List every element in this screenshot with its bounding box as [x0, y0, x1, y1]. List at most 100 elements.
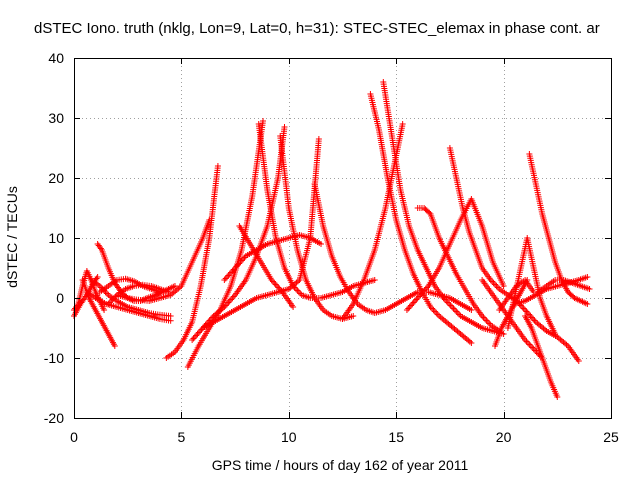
data-point [531, 317, 538, 324]
data-point [493, 283, 500, 289]
data-series-21 [380, 79, 507, 337]
data-point [171, 283, 178, 289]
data-points [71, 79, 593, 400]
data-point [426, 209, 433, 216]
data-point [450, 305, 457, 312]
y-axis-label: dSTEC / TECUs [4, 186, 20, 288]
data-point [271, 280, 278, 286]
data-point [523, 308, 530, 315]
data-point [530, 346, 537, 352]
data-series-9 [113, 217, 213, 304]
data-series-32 [496, 277, 537, 313]
x-tick-label: 25 [603, 429, 619, 445]
data-point [527, 343, 534, 349]
data-series-19 [339, 121, 406, 322]
data-point [529, 344, 536, 351]
data-point [272, 281, 279, 288]
data-point [451, 307, 458, 313]
data-series-31 [511, 274, 591, 307]
data-point [430, 307, 437, 313]
data-series-29 [526, 151, 591, 307]
data-point [434, 311, 441, 318]
data-point [530, 316, 537, 322]
data-point [228, 296, 235, 303]
data-point [240, 256, 247, 262]
data-point [94, 274, 101, 280]
data-point [214, 163, 221, 169]
data-point [295, 289, 302, 295]
x-axis-label: GPS time / hours of day 162 of year 2011 [212, 457, 469, 473]
y-tick-label: 0 [56, 290, 64, 306]
data-point [490, 280, 497, 286]
data-point [197, 328, 204, 334]
data-point [290, 304, 297, 310]
data-point [500, 283, 507, 289]
y-tick-label: -20 [44, 410, 64, 426]
data-series-3 [79, 277, 118, 349]
data-point [447, 302, 454, 309]
y-tick-label: 20 [48, 170, 64, 186]
data-point [405, 305, 412, 312]
data-point [554, 394, 561, 400]
data-point [294, 287, 301, 294]
y-tick-label: -10 [44, 350, 64, 366]
data-point [191, 334, 198, 340]
data-point [190, 335, 197, 342]
data-point [413, 296, 420, 303]
x-tick-label: 0 [70, 429, 78, 445]
data-point [167, 317, 174, 324]
data-point [526, 341, 533, 348]
data-point [406, 304, 413, 310]
data-point [586, 286, 593, 292]
data-point [111, 343, 118, 349]
data-point [522, 307, 529, 313]
data-point [193, 332, 200, 339]
data-point [524, 340, 531, 346]
data-series-28 [522, 313, 561, 400]
data-point [584, 274, 591, 280]
data-point [403, 307, 410, 313]
data-series-24 [446, 145, 582, 364]
data-point [371, 277, 378, 283]
y-tick-label: 40 [48, 50, 64, 66]
data-point [281, 124, 288, 130]
data-point [195, 329, 202, 336]
data-point [409, 301, 416, 307]
data-point [194, 331, 201, 337]
data-point [431, 308, 438, 315]
data-series-10 [163, 163, 221, 361]
data-point [260, 118, 267, 124]
data-point [468, 340, 475, 346]
x-tick-label: 20 [496, 429, 512, 445]
data-point [449, 304, 456, 310]
data-point [101, 307, 108, 313]
chart-title: dSTEC Iono. truth (nklg, Lon=9, Lat=0, h… [34, 20, 600, 37]
data-series-20 [367, 91, 475, 346]
x-tick-label: 10 [281, 429, 297, 445]
data-point [584, 301, 591, 307]
data-series-25 [479, 277, 546, 361]
data-point [486, 320, 493, 327]
y-tick-label: 30 [48, 110, 64, 126]
data-point [399, 121, 406, 127]
data-series-27 [504, 235, 559, 337]
data-point [221, 277, 228, 283]
data-point [483, 317, 490, 324]
data-point [453, 308, 460, 315]
data-point [492, 281, 499, 288]
y-tick-label: 10 [48, 230, 64, 246]
data-point [410, 299, 417, 306]
data-point [433, 310, 440, 316]
data-point [494, 284, 501, 291]
data-point [318, 241, 325, 247]
data-point [489, 278, 496, 285]
grid [74, 58, 611, 418]
data-point [222, 275, 229, 282]
data-point [484, 319, 491, 325]
data-point [411, 298, 418, 304]
data-point [315, 136, 322, 142]
data-point [407, 302, 414, 309]
data-series-17 [221, 232, 325, 283]
axis-ticks: 0 5 10 15 20 25 -20 -10 0 10 20 30 40 [44, 50, 619, 445]
